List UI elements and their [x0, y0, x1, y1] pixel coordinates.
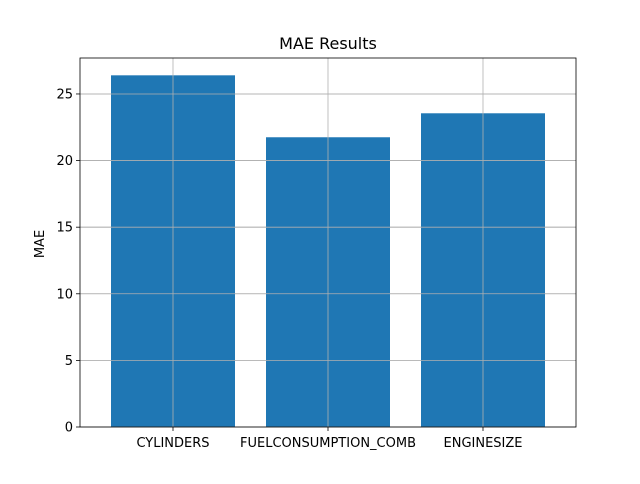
y-tick-label: 15 — [56, 221, 73, 236]
grid-lines-front — [80, 58, 576, 428]
y-tick-label: 25 — [56, 87, 73, 102]
y-tick-label: 0 — [65, 421, 73, 436]
y-tick-label: 5 — [65, 354, 73, 369]
chart-title: MAE Results — [279, 34, 377, 53]
x-tick-label: CYLINDERS — [136, 436, 209, 451]
y-tick-label: 10 — [56, 287, 73, 302]
y-tick-label: 20 — [56, 154, 73, 169]
ticks: 0 5 10 15 20 25 CYLINDERS FUELCONSUMPTION_COMB E… — [56, 87, 522, 451]
y-axis-label: MAE — [33, 230, 48, 258]
x-tick-label: ENGINESIZE — [444, 436, 523, 451]
x-tick-label: FUELCONSUMPTION_COMB — [240, 436, 416, 451]
